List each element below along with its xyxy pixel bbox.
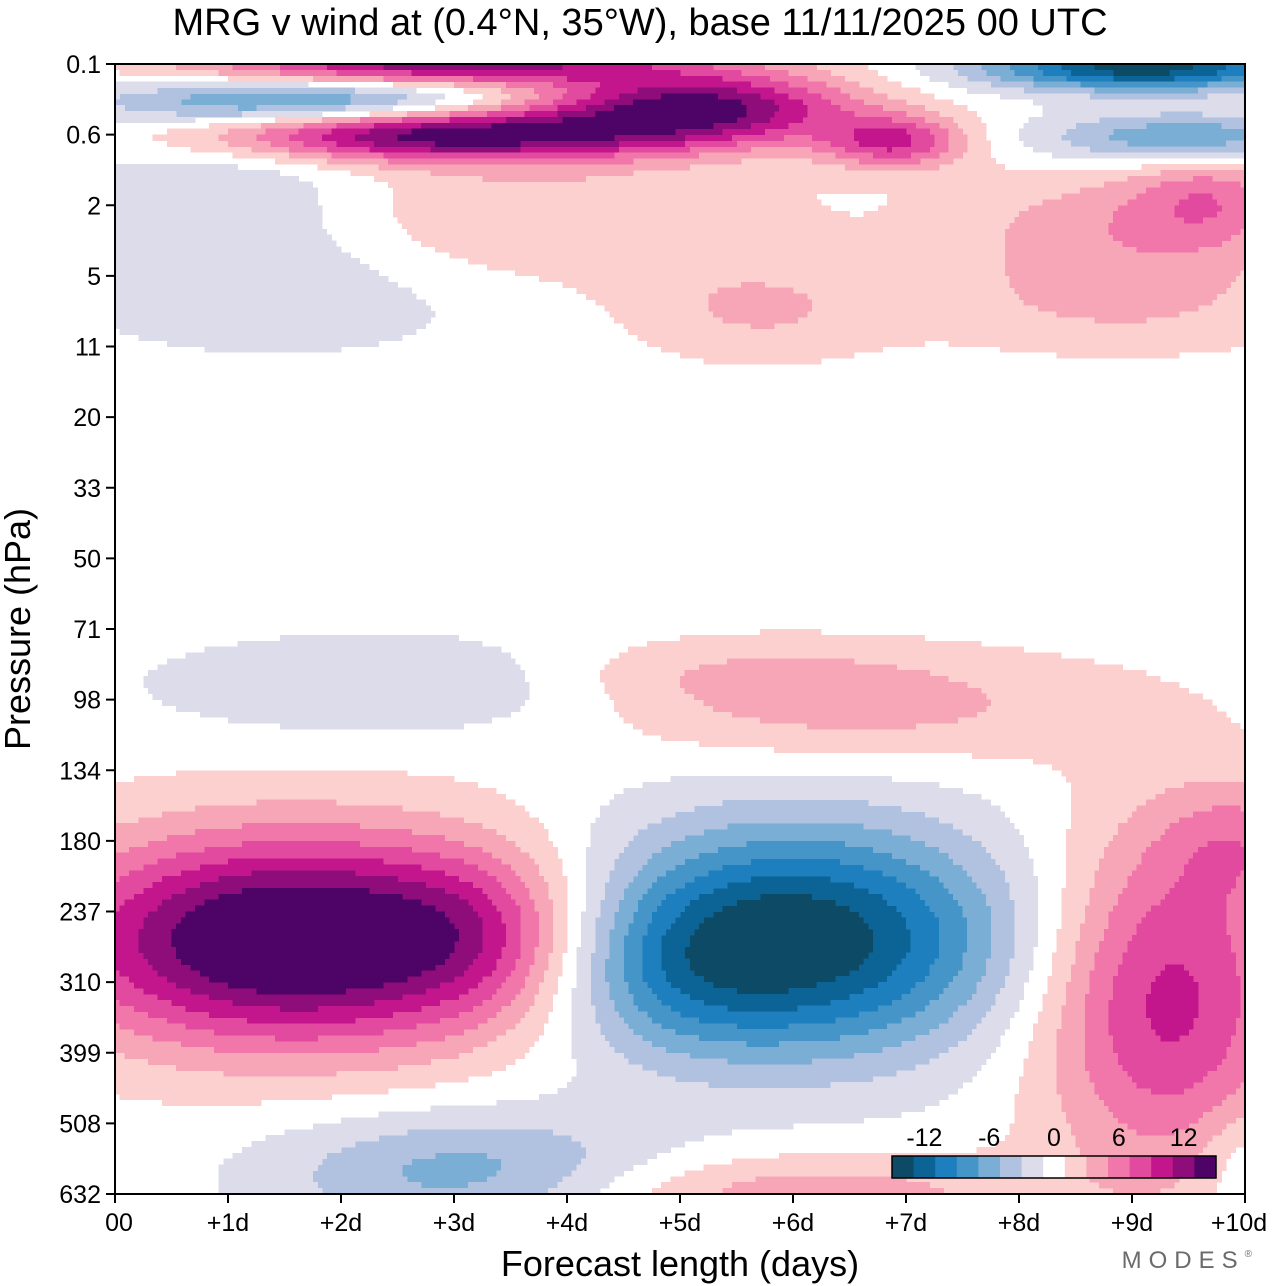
y-tick-label: 508	[59, 1110, 101, 1138]
y-tick-label: 237	[59, 899, 101, 927]
x-tick-label: +9d	[1111, 1209, 1153, 1237]
colorbar-swatch	[1043, 1156, 1066, 1178]
colorbar-swatch	[956, 1156, 979, 1178]
y-tick-label: 0.6	[66, 122, 101, 150]
colorbar-tick-label: -6	[978, 1124, 1000, 1152]
axes: 00 +1d +2d +3d +4d +5d +6d +7d +8d +9d +10d 0.1 0.6 2…	[59, 51, 1267, 1237]
x-tick-label: +7d	[885, 1209, 927, 1237]
colorbar-swatch	[1064, 1156, 1087, 1178]
colorbar-swatch	[913, 1156, 936, 1178]
colorbar-swatch	[1194, 1156, 1217, 1178]
y-tick-label: 5	[87, 263, 101, 291]
y-tick-label: 98	[73, 687, 101, 715]
contour-band-14	[171, 93, 747, 995]
colorbar-swatch	[978, 1156, 1001, 1178]
contour-band-8	[115, 64, 1245, 1194]
x-tick-label: 00	[105, 1209, 133, 1237]
colorbar-swatch	[1021, 1156, 1044, 1178]
contour-band-9	[115, 64, 1245, 1194]
x-tick-label: +3d	[433, 1209, 475, 1237]
colorbar-swatch	[1129, 1156, 1152, 1178]
wind-field	[115, 64, 1245, 1194]
y-tick-label: 0.1	[66, 51, 101, 79]
x-tick-label: +5d	[659, 1209, 701, 1237]
colorbar-tick-label: -12	[906, 1124, 942, 1152]
y-tick-label: 310	[59, 969, 101, 997]
colorbar-frame	[891, 1155, 1217, 1179]
colorbar: -12 -6 0 6 12	[891, 1124, 1217, 1179]
y-tick-label: 50	[73, 545, 101, 573]
y-tick-label: 20	[73, 404, 101, 432]
x-tick-label: +1d	[207, 1209, 249, 1237]
colorbar-swatch	[935, 1156, 958, 1178]
y-tick-label: 71	[73, 616, 101, 644]
colorbar-swatch	[892, 1156, 914, 1178]
x-tick-label: +6d	[772, 1209, 814, 1237]
contour-band-6	[115, 64, 1245, 1194]
brand-name: MODES	[1121, 1247, 1245, 1274]
y-tick-label: 11	[75, 334, 101, 362]
x-tick-label: +4d	[546, 1209, 588, 1237]
colorbar-swatch	[1151, 1156, 1174, 1178]
y-tick-label: 632	[59, 1181, 101, 1209]
colorbar-tick-label: 12	[1170, 1124, 1198, 1152]
colorbar-tick-label: 0	[1047, 1124, 1061, 1152]
colorbar-swatch	[1108, 1156, 1130, 1178]
brand-mark: ®	[1244, 1249, 1252, 1260]
modes-logo: MODES®	[1122, 1247, 1252, 1275]
colorbar-tick-label: 6	[1112, 1124, 1126, 1152]
y-axis-title: Pressure (hPa)	[0, 508, 38, 750]
x-tick-label: +2d	[320, 1209, 362, 1237]
chart-title: MRG v wind at (0.4°N, 35°W), base 11/11/…	[172, 2, 1108, 44]
y-tick-label: 399	[59, 1040, 101, 1068]
y-tick-label: 2	[87, 192, 101, 220]
colorbar-swatch	[1172, 1156, 1195, 1178]
contour-band-11	[115, 64, 1245, 1095]
colorbar-swatch	[1086, 1156, 1109, 1178]
y-tick-label: 33	[73, 475, 101, 503]
colorbar-swatch	[1000, 1156, 1022, 1178]
contour-band-4	[180, 64, 1245, 1189]
x-axis-title: Forecast length (days)	[501, 1243, 859, 1284]
x-tick-label: +10d	[1211, 1209, 1267, 1237]
x-tick-label: +8d	[998, 1209, 1040, 1237]
y-tick-label: 180	[59, 828, 101, 856]
y-tick-label: 134	[59, 757, 101, 785]
